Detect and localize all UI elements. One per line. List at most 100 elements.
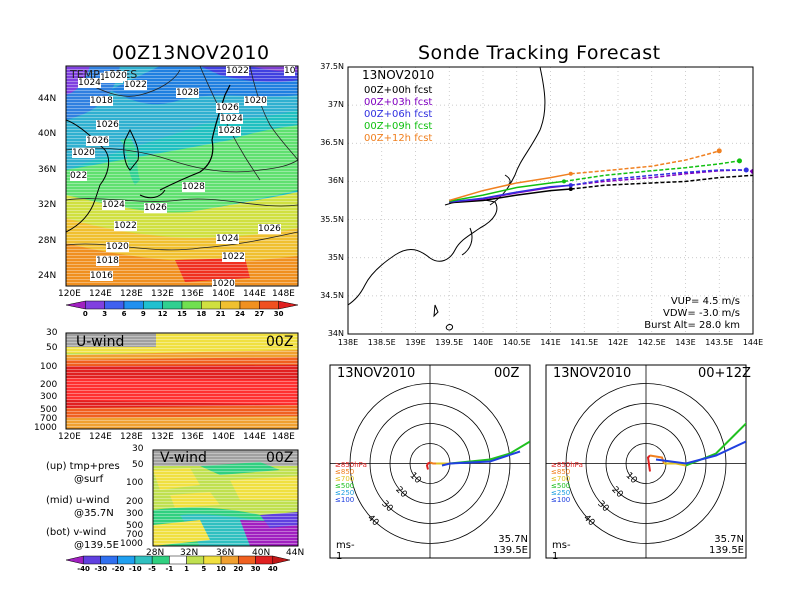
x-tick: 132E (151, 432, 174, 442)
isobar-label: 1026 (216, 103, 239, 113)
track-mid-point (568, 183, 573, 188)
colorbar-tick: 27 (254, 310, 265, 318)
y-tick: 50 (46, 343, 58, 353)
x-tick: 141E (540, 338, 561, 347)
isobar-label: 1024 (102, 200, 125, 210)
track-line (449, 173, 571, 202)
track-end-point (716, 148, 722, 154)
x-tick: 142.5E (637, 338, 666, 347)
x-tick: 120E (58, 432, 81, 442)
x-tick: 140.5E (502, 338, 531, 347)
track-legend: 00Z+00h fcst 00Z+03h fcst 00Z+06h fcst 00Z+… (364, 85, 432, 145)
isobar-label: 1026 (96, 120, 119, 130)
y-tick: 200 (40, 380, 58, 390)
isobar-label: 1024 (216, 234, 239, 244)
y-tick: 700 (126, 530, 144, 540)
isobar-label: 1022 (124, 80, 147, 90)
hodograph-segment (646, 454, 651, 472)
isobar-label: 1020 (106, 242, 129, 252)
note-line: (mid) u-wind (46, 495, 110, 506)
colorbar-tick: 5 (201, 565, 207, 573)
x-tick: 144E (742, 338, 764, 347)
colorbar-tick: 15 (177, 310, 187, 318)
polar-units: ms-1 (336, 540, 355, 562)
y-tick: 500 (126, 521, 144, 531)
lon-tick: 124E (89, 289, 112, 299)
x-tick: 143E (675, 338, 696, 347)
y-tick: 50 (132, 460, 144, 470)
polar-lat: 35.7N (714, 534, 744, 545)
isobar-label: 1022 (114, 221, 137, 231)
x-tick: 144E (243, 432, 266, 442)
isobar-label: 1020 (104, 71, 127, 81)
legend-entry: 00Z+00h fcst (364, 85, 433, 96)
note-line: @surf (74, 474, 104, 485)
y-tick: 100 (40, 362, 58, 372)
level-legend-entry: ≤700 (335, 475, 355, 483)
x-tick: 148E (272, 432, 295, 442)
lon-tick: 128E (120, 289, 143, 299)
track-params: VUP= 4.5 m/s VDW= -3.0 m/s Burst Alt= 28… (644, 296, 740, 332)
isobar-label: 1028 (176, 88, 199, 98)
x-tick: 140E (472, 338, 494, 347)
track-end-point (750, 169, 753, 175)
colorbar-tick: 21 (215, 310, 226, 318)
track-mid-point (562, 179, 566, 184)
y-tick: 30 (132, 444, 144, 454)
uwind-title: U-wind (76, 334, 125, 350)
track-end-point (737, 158, 742, 164)
hodograph-segment (655, 440, 746, 465)
level-legend-entry: ≤850 (335, 468, 355, 476)
track-line (449, 180, 565, 203)
lat-tick: 36N (38, 165, 57, 175)
colorbar-tick: -20 (111, 565, 125, 573)
hodograph-segment (429, 461, 436, 465)
level-legend-entry: ≤850 (551, 468, 571, 476)
y-tick: 34.5N (320, 290, 344, 300)
y-tick: 500 (40, 405, 58, 415)
colorbar-tick: 10 (216, 565, 226, 573)
isobar-label: 1028 (218, 126, 241, 136)
legend-entry: 00Z+06h fcst (364, 109, 433, 120)
x-tick: 128E (120, 432, 143, 442)
y-tick: 37.5N (320, 62, 344, 71)
legend-entry: 00Z+03h fcst (364, 97, 433, 108)
y-tick: 200 (126, 497, 144, 507)
colorbar-tick: 30 (250, 565, 261, 573)
colorbar-tick: -10 (128, 565, 142, 573)
y-tick: 700 (40, 414, 58, 424)
colorbar-tick: -1 (165, 565, 174, 573)
hodograph-segment (425, 461, 431, 470)
y-tick: 36.5N (320, 138, 344, 148)
burst-param: Burst Alt= 28.0 km (644, 320, 740, 331)
isobar-label: 1020 (212, 279, 235, 289)
isobar-label: 1016 (90, 271, 113, 281)
vwind-title: V-wind (160, 450, 207, 466)
isobar-label: 1020 (72, 148, 95, 158)
track-end-point (743, 167, 749, 173)
x-tick: 138E (337, 338, 359, 347)
polar-time: 00+12Z (698, 366, 751, 381)
isobar-label: 1026 (258, 224, 281, 234)
lon-tick: 132E (151, 289, 174, 299)
level-legend-entry: ≤700 (551, 475, 571, 483)
note-line: (up) tmp+pres (46, 461, 120, 472)
track-line (449, 188, 571, 204)
legend-entry: 00Z+12h fcst (364, 133, 433, 144)
colorbar-tick: 9 (140, 310, 146, 318)
lat-tick: 40N (38, 129, 57, 139)
polar-date: 13NOV2010 (337, 366, 416, 381)
polar-lon: 139.5E (493, 545, 528, 556)
y-tick: 100 (126, 478, 144, 488)
colorbar-tick: 18 (196, 310, 207, 318)
polar-lat: 35.7N (498, 534, 528, 545)
polar-units: ms-1 (552, 540, 571, 562)
x-tick: 44N (286, 548, 305, 558)
x-tick: 138.5E (367, 338, 396, 347)
colorbar-tick: -5 (148, 565, 157, 573)
colorbar-tick: 3 (102, 310, 108, 318)
x-tick: 136E (181, 432, 204, 442)
y-tick: 36N (327, 176, 344, 186)
